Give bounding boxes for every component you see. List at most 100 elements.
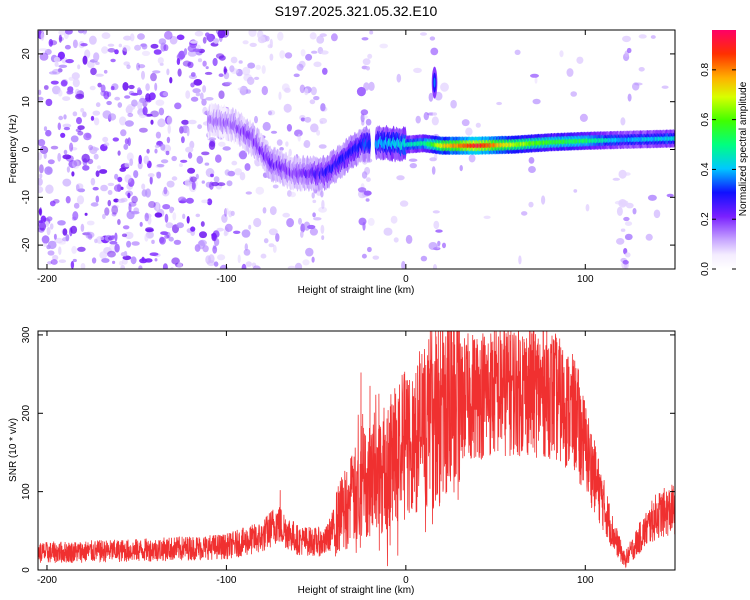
spectrogram-speckle <box>72 211 79 221</box>
spectrogram-speckle <box>178 50 186 60</box>
spectrogram-speckle <box>95 195 100 203</box>
spectrogram-speckle <box>54 237 64 244</box>
spectrogram-speckle <box>245 261 252 267</box>
spectrogram-speckle <box>379 43 389 49</box>
spectrogram-speckle <box>534 76 538 84</box>
spectrogram-speckle <box>150 43 159 49</box>
spectrogram-speckle <box>428 242 438 250</box>
colorbar-ticks: 0.0 0.2 0.4 0.6 0.8 <box>700 62 736 276</box>
spectrogram-speckle <box>230 56 238 64</box>
spectrogram-speckle <box>612 177 620 181</box>
spectrogram-speckle <box>72 39 78 49</box>
spectrogram-speckle <box>120 197 128 203</box>
spectrogram-speckle <box>164 30 173 40</box>
spectrogram-speckle <box>318 144 327 149</box>
spectrogram-speckle <box>77 188 86 193</box>
spectrogram-speckle <box>284 52 293 59</box>
spectrogram-y-tick-label: 10 <box>21 96 32 108</box>
snr-y-label: SNR (10 * v/v) <box>8 418 19 482</box>
spectrogram-speckle <box>190 176 197 183</box>
snr-y-tick-label: 0 <box>21 567 32 573</box>
spectrogram-speckle <box>44 166 53 175</box>
spectrogram-speckle <box>137 33 145 40</box>
spectrogram-speckle <box>409 163 417 169</box>
spectrogram-speckle <box>204 71 213 75</box>
spectrogram-speckle <box>58 246 62 255</box>
spectrogram-speckle <box>260 253 267 259</box>
spectrogram-speckle <box>69 142 74 152</box>
spectrogram-speckle <box>171 155 177 162</box>
spectrogram-speckle <box>195 92 201 97</box>
spectrogram-speckle <box>638 34 647 39</box>
spectrogram-speckle <box>113 198 119 203</box>
spectrogram-speckle <box>177 262 183 269</box>
spectrogram-speckle <box>110 86 115 91</box>
spectrogram-speckle <box>94 238 98 244</box>
spectrogram-speckle <box>151 239 155 244</box>
spectrogram-speckle <box>255 186 265 195</box>
spectrogram-speckle <box>212 245 218 254</box>
spectrogram-speckle <box>72 258 77 263</box>
spectrogram-speckle <box>465 127 473 136</box>
spectrogram-speckle <box>302 259 310 266</box>
spectrogram-plot-area <box>38 30 675 269</box>
spectrogram-speckle <box>207 137 217 141</box>
spectrogram-speckle <box>618 169 627 179</box>
spectrogram-speckle <box>360 109 369 116</box>
spectrogram-speckle <box>114 173 119 180</box>
spectrogram-speckle <box>108 113 117 121</box>
spectrogram-speckle <box>267 109 276 116</box>
spectrogram-speckle <box>126 64 131 70</box>
spectrogram-speckle <box>156 201 160 212</box>
spectrogram-speckle <box>211 233 217 240</box>
spectrogram-speckle <box>158 107 165 116</box>
spectrogram-speckle <box>528 166 536 173</box>
spectrogram-speckle <box>149 252 159 256</box>
spectrogram-speckle <box>294 262 303 269</box>
spectrogram-speckle <box>620 228 626 232</box>
spectrogram-speckle <box>127 177 135 187</box>
spectrogram-speckle <box>440 82 449 92</box>
spectrogram-speckle <box>58 30 66 36</box>
spectrogram-speckle <box>66 166 70 173</box>
spectrogram-speckle <box>178 163 183 168</box>
spectrogram-speckle <box>62 237 69 242</box>
spectrogram-speckle <box>100 184 108 192</box>
spectrogram-speckle <box>166 116 173 125</box>
spectrogram-speckle <box>118 260 124 266</box>
spectrogram-speckle <box>88 144 93 151</box>
spectrogram-speckle <box>40 32 45 41</box>
spectrogram-speckle <box>145 227 154 233</box>
spectrogram-speckle <box>130 211 140 215</box>
spectrogram-speckle <box>190 226 196 232</box>
spectrogram-speckle <box>101 46 109 54</box>
spectrogram-speckle <box>313 217 322 221</box>
spectrogram-speckle <box>208 254 215 264</box>
spectrogram-speckle <box>38 177 43 186</box>
spectrogram-speckle <box>541 195 546 205</box>
spectrogram-speckle <box>268 243 275 248</box>
spectrogram-speckle <box>165 150 170 156</box>
spectrogram-speckle <box>222 146 231 151</box>
spectrogram-speckle <box>207 198 213 206</box>
spectrogram-speckle <box>38 186 44 194</box>
spectrogram-speckle <box>229 65 235 73</box>
spectrogram-speckle <box>559 50 564 58</box>
spectrogram-speckle <box>311 50 318 54</box>
spectrogram-speckle <box>205 97 214 101</box>
spectrogram-speckle <box>64 44 71 50</box>
spectrogram-speckle <box>224 169 230 176</box>
spectrogram-speckle <box>42 243 48 247</box>
spectrogram-speckle <box>213 38 220 44</box>
spectrogram-speckle <box>182 213 186 219</box>
spectrogram-ridge-cell <box>367 139 371 150</box>
spectrogram-speckle <box>147 173 155 178</box>
spectrogram-speckle <box>437 240 441 246</box>
spectrogram-speckle <box>244 163 251 171</box>
snr-frame <box>37 330 676 571</box>
spectrogram-speckle <box>202 85 207 93</box>
spectrogram-speckle <box>532 98 541 105</box>
spectrogram-speckle <box>408 158 418 162</box>
